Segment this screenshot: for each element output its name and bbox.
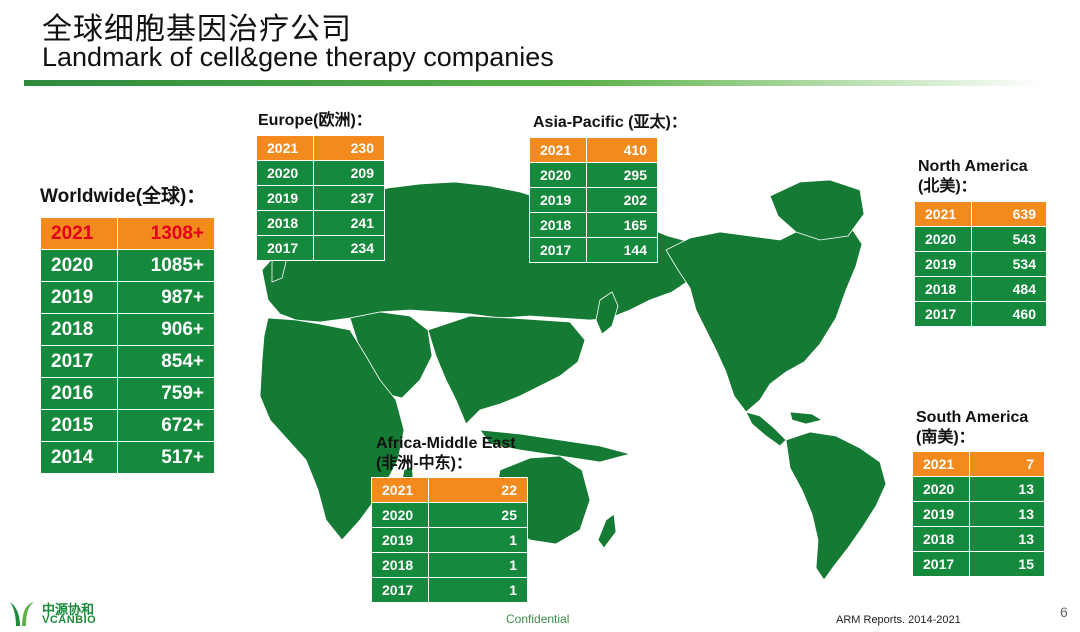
table-row: 2020 209 xyxy=(256,160,385,186)
table-row: 2014 517+ xyxy=(40,441,215,474)
map-new-zealand xyxy=(597,513,617,549)
table-row: 2017 854+ xyxy=(40,345,215,378)
map-south-america xyxy=(785,431,887,581)
table-row: 2017 144 xyxy=(529,237,658,263)
map-greenland xyxy=(769,179,865,241)
slide-title-english: Landmark of cell&gene therapy companies xyxy=(42,42,554,72)
table-row: 2021 230 xyxy=(256,135,385,161)
table-row: 2020 295 xyxy=(529,162,658,188)
logo-text-english: VCANBIO xyxy=(42,614,97,626)
north-america-title: North America (北美)： xyxy=(918,157,1028,197)
map-japan xyxy=(595,291,619,335)
table-row: 2018 484 xyxy=(914,276,1047,302)
south-america-table: 2021 7 2020 13 2019 13 2018 13 2017 15 xyxy=(912,451,1045,577)
map-caribbean xyxy=(789,411,824,425)
africa-middle-east-title-en: Africa-Middle East xyxy=(376,435,516,452)
worldwide-title: Worldwide(全球)： xyxy=(40,186,206,207)
table-row: 2018 165 xyxy=(529,212,658,238)
table-row: 2017 15 xyxy=(912,551,1045,577)
table-row: 2020 543 xyxy=(914,226,1047,252)
table-row: 2017 460 xyxy=(914,301,1047,327)
africa-middle-east-table: 2021 22 2020 25 2019 1 2018 1 2017 1 xyxy=(371,477,528,603)
map-indonesia xyxy=(479,429,632,463)
table-row: 2018 241 xyxy=(256,210,385,236)
source-citation: ARM Reports. 2014-2021 xyxy=(836,614,961,626)
worldwide-table: 2021 1308+ 2020 1085+ 2019 987+ 2018 906+ 20… xyxy=(40,217,215,474)
logo-text-chinese: 中源协和 xyxy=(42,602,95,617)
confidential-label: Confidential xyxy=(506,612,570,626)
south-america-title-zh: (南美)： xyxy=(916,429,975,446)
table-row: 2018 1 xyxy=(371,552,528,578)
table-row: 2019 1 xyxy=(371,527,528,553)
north-america-table: 2021 639 2020 543 2019 534 2018 484 2017 460 xyxy=(914,201,1047,327)
table-row: 2015 672+ xyxy=(40,409,215,442)
vcanbio-leaf-icon xyxy=(10,602,34,626)
africa-middle-east-title-zh: (非洲-中东)： xyxy=(376,455,472,472)
table-row: 2017 234 xyxy=(256,235,385,261)
south-america-title-en: South America xyxy=(916,409,1029,426)
table-row: 2019 202 xyxy=(529,187,658,213)
table-row: 2019 534 xyxy=(914,251,1047,277)
map-central-america xyxy=(745,411,787,447)
table-row: 2021 7 xyxy=(912,451,1045,477)
slide-title-chinese: 全球细胞基因治疗公司 xyxy=(42,13,352,46)
table-row: 2020 1085+ xyxy=(40,249,215,282)
south-america-title: South America (南美)： xyxy=(916,408,1028,448)
north-america-title-zh: (北美)： xyxy=(918,178,977,195)
table-row: 2018 13 xyxy=(912,526,1045,552)
map-africa xyxy=(259,317,405,541)
table-row: 2016 759+ xyxy=(40,377,215,410)
map-south-asia xyxy=(427,315,586,425)
table-row: 2019 987+ xyxy=(40,281,215,314)
table-row: 2017 1 xyxy=(371,577,528,603)
table-row: 2020 13 xyxy=(912,476,1045,502)
europe-table: 2021 230 2020 209 2019 237 2018 241 2017 234 xyxy=(256,135,385,261)
asia-pacific-title: Asia-Pacific (亚太)： xyxy=(533,114,687,131)
table-row: 2019 237 xyxy=(256,185,385,211)
table-row: 2020 25 xyxy=(371,502,528,528)
table-row: 2021 410 xyxy=(529,137,658,163)
table-row: 2019 13 xyxy=(912,501,1045,527)
page-number: 6 xyxy=(1060,604,1068,620)
map-north-america xyxy=(665,221,863,413)
asia-pacific-table: 2021 410 2020 295 2019 202 2018 165 2017 144 xyxy=(529,137,658,263)
table-row: 2021 639 xyxy=(914,201,1047,227)
europe-title: Europe(欧洲)： xyxy=(258,112,372,129)
north-america-title-en: North America xyxy=(918,158,1028,175)
table-row: 2021 22 xyxy=(371,477,528,503)
table-row: 2021 1308+ xyxy=(40,217,215,250)
africa-middle-east-title: Africa-Middle East (非洲-中东)： xyxy=(376,434,516,474)
title-divider xyxy=(24,80,1044,86)
table-row: 2018 906+ xyxy=(40,313,215,346)
